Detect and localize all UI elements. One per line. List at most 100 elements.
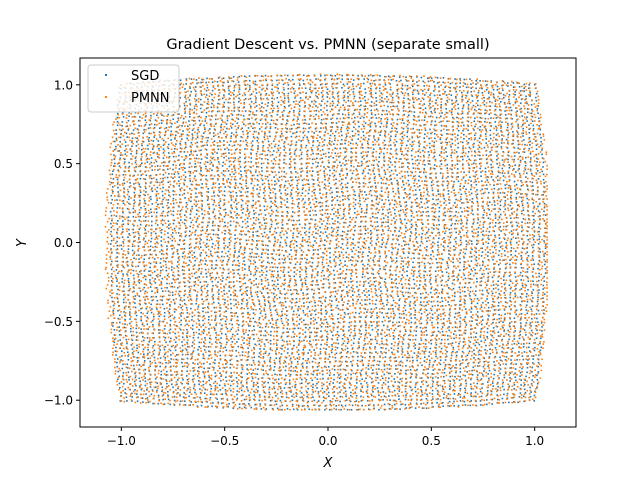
data-point-sgd bbox=[424, 296, 427, 299]
data-point-sgd bbox=[268, 368, 271, 371]
data-point-sgd bbox=[176, 265, 178, 268]
data-point-sgd bbox=[185, 78, 188, 80]
data-point-sgd bbox=[340, 355, 343, 358]
data-point-sgd bbox=[412, 118, 415, 121]
data-point-sgd bbox=[127, 252, 130, 255]
data-point-sgd bbox=[421, 232, 424, 235]
data-point-sgd bbox=[397, 187, 399, 190]
data-point-sgd bbox=[457, 107, 460, 110]
data-point-sgd bbox=[461, 91, 463, 94]
data-point-sgd bbox=[200, 170, 202, 172]
data-point-sgd bbox=[328, 140, 331, 142]
data-point-sgd bbox=[227, 250, 230, 253]
data-point-sgd bbox=[327, 264, 330, 267]
data-point-sgd bbox=[314, 219, 317, 221]
data-point-sgd bbox=[226, 398, 229, 401]
data-point-sgd bbox=[378, 156, 381, 158]
data-point-sgd bbox=[200, 103, 202, 106]
data-point-sgd bbox=[291, 197, 294, 199]
data-point-sgd bbox=[303, 227, 306, 229]
data-point-sgd bbox=[157, 203, 159, 206]
data-point-sgd bbox=[352, 302, 354, 305]
data-point-sgd bbox=[316, 171, 319, 173]
data-point-sgd bbox=[212, 242, 214, 245]
data-point-sgd bbox=[197, 311, 200, 314]
data-point-sgd bbox=[420, 398, 423, 401]
data-point-sgd bbox=[450, 224, 452, 227]
data-point-sgd bbox=[131, 348, 134, 350]
data-point-sgd bbox=[375, 104, 378, 106]
data-point-sgd bbox=[194, 163, 197, 165]
data-point-sgd bbox=[113, 158, 116, 161]
data-point-sgd bbox=[352, 91, 355, 93]
data-point-sgd bbox=[167, 299, 170, 301]
data-point-sgd bbox=[214, 362, 216, 365]
data-point-sgd bbox=[298, 314, 300, 317]
data-point-sgd bbox=[255, 97, 257, 99]
data-point-sgd bbox=[455, 206, 457, 208]
data-point-sgd bbox=[281, 224, 284, 226]
data-point-sgd bbox=[169, 332, 171, 334]
data-point-sgd bbox=[150, 161, 153, 164]
data-point-sgd bbox=[208, 350, 210, 352]
data-point-sgd bbox=[213, 128, 216, 130]
data-point-sgd bbox=[434, 120, 437, 123]
data-point-sgd bbox=[408, 114, 410, 117]
data-point-sgd bbox=[331, 218, 334, 220]
data-point-sgd bbox=[122, 241, 124, 243]
data-point-sgd bbox=[190, 78, 193, 80]
data-point-sgd bbox=[399, 378, 402, 380]
data-point-sgd bbox=[274, 240, 276, 243]
data-point-sgd bbox=[415, 402, 418, 405]
data-point-sgd bbox=[155, 377, 157, 380]
data-point-sgd bbox=[233, 89, 235, 92]
data-point-sgd bbox=[197, 380, 200, 382]
data-point-sgd bbox=[170, 379, 173, 381]
data-point-sgd bbox=[246, 299, 248, 301]
data-point-sgd bbox=[351, 250, 354, 253]
data-point-sgd bbox=[301, 188, 304, 191]
data-point-sgd bbox=[317, 369, 319, 372]
data-point-sgd bbox=[270, 200, 272, 203]
data-point-sgd bbox=[341, 230, 344, 233]
data-point-sgd bbox=[381, 199, 383, 201]
data-point-sgd bbox=[283, 254, 285, 257]
data-point-sgd bbox=[448, 405, 451, 407]
data-point-sgd bbox=[333, 274, 336, 276]
data-point-sgd bbox=[114, 350, 117, 352]
data-point-sgd bbox=[135, 166, 137, 168]
data-point-sgd bbox=[162, 394, 165, 396]
data-point-sgd bbox=[156, 308, 158, 310]
data-point-sgd bbox=[139, 385, 141, 387]
data-point-sgd bbox=[387, 317, 390, 319]
data-point-sgd bbox=[401, 132, 403, 135]
data-point-sgd bbox=[454, 78, 456, 80]
data-point-sgd bbox=[409, 330, 412, 333]
data-point-sgd bbox=[138, 203, 141, 205]
data-point-sgd bbox=[157, 402, 160, 405]
data-point-sgd bbox=[304, 87, 307, 89]
data-point-sgd bbox=[461, 112, 464, 115]
data-point-sgd bbox=[278, 258, 281, 260]
data-point-sgd bbox=[115, 346, 117, 349]
data-point-sgd bbox=[301, 167, 303, 170]
data-point-sgd bbox=[418, 162, 420, 165]
data-point-sgd bbox=[420, 296, 422, 299]
data-point-sgd bbox=[407, 356, 409, 359]
data-point-sgd bbox=[364, 215, 367, 218]
data-point-sgd bbox=[320, 114, 323, 116]
data-point-sgd bbox=[149, 365, 151, 368]
data-point-sgd bbox=[361, 359, 363, 362]
data-point-sgd bbox=[216, 152, 218, 154]
data-point-sgd bbox=[130, 327, 132, 330]
data-point-sgd bbox=[432, 364, 435, 366]
data-point-sgd bbox=[311, 158, 314, 161]
data-point-sgd bbox=[330, 304, 333, 307]
data-point-sgd bbox=[304, 314, 307, 316]
data-point-sgd bbox=[453, 379, 455, 382]
data-point-sgd bbox=[454, 367, 456, 369]
data-point-sgd bbox=[236, 208, 238, 210]
data-point-sgd bbox=[128, 165, 131, 168]
data-point-sgd bbox=[284, 369, 287, 372]
data-point-sgd bbox=[339, 147, 341, 150]
